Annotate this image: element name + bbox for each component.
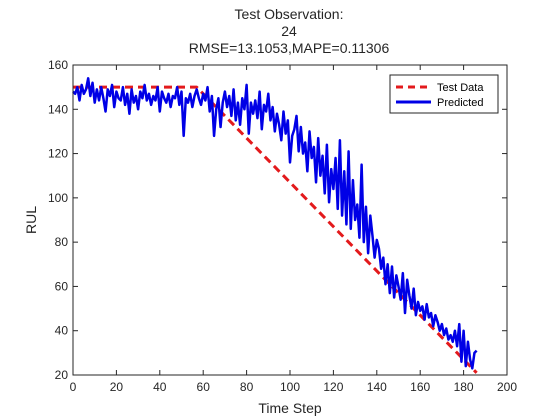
title-line: 24 [281, 23, 297, 39]
x-tick-label: 140 [367, 380, 387, 394]
x-axis: 0 20 40 60 80 100 120 140 160 180 200 [70, 65, 517, 394]
y-tick-label: 40 [55, 324, 69, 338]
x-tick-label: 0 [70, 380, 77, 394]
x-tick-label: 40 [153, 380, 167, 394]
legend-label-predicted: Predicted [437, 97, 483, 109]
y-tick-label: 20 [55, 368, 69, 382]
x-tick-label: 20 [110, 380, 124, 394]
x-tick-label: 180 [454, 380, 474, 394]
legend-label-test-data: Test Data [437, 82, 484, 94]
y-tick-label: 60 [55, 279, 69, 293]
series-line-predicted [72, 77, 478, 370]
y-tick-label: 120 [48, 147, 68, 161]
y-tick-label: 100 [48, 191, 68, 205]
y-tick-label: 160 [48, 58, 68, 72]
y-axis-label: RUL [23, 206, 39, 234]
legend-box [389, 74, 499, 114]
legend: Test Data Predicted [389, 74, 499, 114]
chart-title: Test Observation: 24 RMSE=13.1053,MAPE=0… [189, 6, 390, 56]
x-tick-label: 80 [240, 380, 254, 394]
x-axis-label: Time Step [258, 400, 321, 416]
x-tick-label: 160 [410, 380, 430, 394]
y-tick-label: 140 [48, 102, 68, 116]
x-tick-label: 100 [280, 380, 300, 394]
x-tick-label: 120 [323, 380, 343, 394]
y-tick-label: 80 [55, 235, 69, 249]
x-tick-label: 200 [497, 380, 517, 394]
series-line-test-data [73, 85, 478, 374]
x-tick-label: 60 [197, 380, 211, 394]
title-line: RMSE=13.1053,MAPE=0.11306 [189, 40, 390, 56]
title-line: Test Observation: [235, 6, 344, 22]
series-layer [72, 77, 478, 374]
y-axis: 20 40 60 80 100 120 140 160 [48, 58, 507, 382]
